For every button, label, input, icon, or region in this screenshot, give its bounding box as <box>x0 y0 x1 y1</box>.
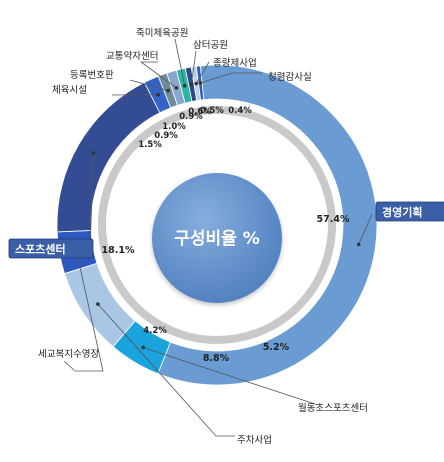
slice-9-percent-label: 0.9% <box>179 112 203 122</box>
slice-9-label: 죽미체육공원 <box>136 28 188 39</box>
slice-2-leader-line <box>143 347 319 406</box>
slice-1-arc <box>157 64 378 386</box>
slice-8-label: 교통약자센터 <box>106 50 158 62</box>
slice-12-leader-dot <box>198 81 203 85</box>
slice-1-percent-label: 57.4% <box>317 214 350 225</box>
slice-5-label: 스포츠센터 <box>15 242 66 256</box>
slice-3-leader-line <box>97 303 235 437</box>
slice-11-label: 종량제사업 <box>213 57 257 69</box>
slice-7-leader-line <box>129 79 169 91</box>
slice-10-label: 삼터공원 <box>193 40 228 51</box>
slice-4-label: 세교복지수영장 <box>38 349 99 360</box>
slice-8-percent-label: 1.0% <box>162 122 186 132</box>
slice-9-leader-dot <box>182 83 187 88</box>
slice-2-percent-label: 5.2% <box>263 342 290 353</box>
slice-4-percent-label: 4.2% <box>143 326 167 336</box>
slice-11-leader-dot <box>194 81 199 86</box>
slice-1-leader-dot <box>356 242 361 247</box>
slice-5-arc <box>56 81 161 233</box>
slice-11-leader-line <box>195 61 210 84</box>
center-disc <box>152 173 282 303</box>
slice-12-leader-line <box>200 72 262 84</box>
slice-12-percent-label: 0.4% <box>228 106 252 116</box>
slice-6-leader-dot <box>156 92 161 97</box>
chart-title: 구성비율 % <box>174 229 260 249</box>
slice-5-leader-line <box>89 152 94 252</box>
slice-5-callout-box <box>8 238 94 259</box>
slice-3-label: 주차사업 <box>237 434 272 446</box>
slice-3-leader-dot <box>96 302 100 306</box>
slice-4-leader-line <box>63 249 104 372</box>
slice-6-label: 체육시설 <box>52 85 87 96</box>
donut-inner-rim <box>98 106 336 344</box>
slice-10-leader-dot <box>189 82 194 87</box>
slice-7-leader-dot <box>166 88 171 93</box>
slice-8-leader-dot <box>174 86 179 90</box>
slice-12-label: 청렴감사실 <box>268 71 312 83</box>
slice-percent-labels: 57.4%5.2%8.8%4.2%18.1%1.5%0.9%1.0%0.9%0.… <box>102 106 350 364</box>
slice-5-leader-dot <box>91 151 96 155</box>
slice-1-callout-box <box>375 201 444 222</box>
label-connectors <box>63 38 373 437</box>
slice-8-leader-line <box>139 61 177 89</box>
slice-10-percent-label: 0.6% <box>188 107 212 117</box>
slice-11-percent-label: 0.5% <box>200 106 224 116</box>
slice-5-percent-label: 18.1% <box>102 245 135 256</box>
slice-1-leader-line <box>358 213 373 245</box>
slice-2-leader-dot <box>141 345 145 350</box>
slice-7-label: 등록번호판 <box>70 70 114 81</box>
slice-2-label: 월동초스포츠센터 <box>298 402 368 414</box>
slice-7-percent-label: 0.9% <box>154 131 178 141</box>
slice-6-percent-label: 1.5% <box>138 140 162 150</box>
slice-1-label: 경영기획 <box>382 205 422 219</box>
slice-3-percent-label: 8.8% <box>203 353 230 364</box>
slice-9-leader-line <box>174 38 186 86</box>
slice-10-leader-line <box>190 50 197 85</box>
